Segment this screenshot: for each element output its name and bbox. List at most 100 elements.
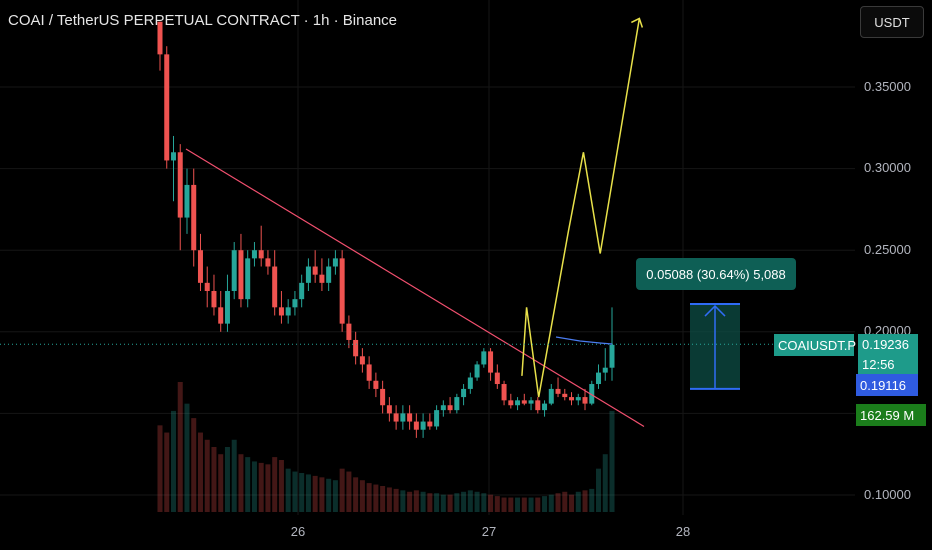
volume-bar [609,410,615,512]
y-axis-label: 0.25000 [864,242,911,257]
candle-body [474,364,480,378]
candle-body [515,400,521,406]
volume-bar [589,488,595,512]
measure-label: 0.05088 (30.64%) 5,088 [636,258,796,290]
candle-body [609,344,615,368]
grid-lines [0,0,855,515]
volume-bar [380,486,386,512]
candle-body [440,405,446,411]
volume-bar [393,488,399,512]
measure-arrow-head [704,304,726,317]
symbol-tag: COAIUSDT.P [774,334,856,356]
volume-bar [332,480,338,512]
candle-body [285,307,291,316]
volume-bar [474,491,480,512]
volume-bar [366,483,372,512]
volume-bar [434,493,440,512]
measure-range-tool[interactable] [690,303,740,390]
candle-body [211,291,217,308]
candle-body [332,258,338,267]
candle-body [427,421,433,427]
volume-bar [596,468,602,512]
trendline[interactable] [185,148,645,427]
volume-bar [245,457,251,512]
candle-body [380,388,386,406]
candle-body [508,400,514,406]
volume-bar [413,490,419,512]
volume-bar [582,490,588,512]
volume-bar [535,497,541,512]
y-axis-label: 0.35000 [864,79,911,94]
volume-bar [177,382,183,512]
volume-bar [562,491,568,512]
volume-bar [231,439,237,512]
candle-body [157,21,163,55]
volume-bar [467,490,473,512]
volume-bar [400,490,406,512]
candle-body [589,384,595,404]
chart-title: COAI / TetherUS PERPETUAL CONTRACT · 1h … [8,12,398,29]
volume-bar [265,464,271,512]
volume-bar [488,494,494,512]
candle-body [312,266,318,275]
candle-body [265,258,271,267]
candle-body [400,413,406,422]
candle-body [353,339,359,357]
candle-body [224,291,230,324]
candle-body [420,421,426,430]
candle-body [177,152,183,218]
projection-path[interactable] [521,18,641,398]
volume-bar [359,480,365,512]
volume-bar [305,474,311,512]
volume-bar [191,418,197,512]
volume-bar [346,471,352,512]
candle-body [494,372,500,385]
volume-bar [204,439,210,512]
volume-bar [170,410,176,512]
candle-body [373,380,379,389]
volume-bar [197,432,203,512]
blue-curve [555,336,613,345]
candle-body [467,377,473,389]
volume-bars [157,382,615,512]
volume-bar [319,477,325,512]
volume-bar [555,493,561,512]
candle-body [292,299,298,308]
candle-body [164,54,170,161]
volume-bar [461,491,467,512]
candle-body [238,250,244,300]
volume-bar [184,403,190,512]
candle-body [305,266,311,283]
candle-body [528,400,534,404]
candle-body [548,388,554,404]
candle-body [407,413,413,422]
line-price-tag: 0.19116 [856,374,918,396]
candle-body [258,250,264,259]
candle-body [386,405,392,414]
candle-body [393,413,399,422]
volume-bar [575,491,581,512]
volume-bar [299,473,305,512]
candle-body [461,388,467,398]
currency-unit-button[interactable]: USDT [860,6,924,38]
candle-body [272,266,278,308]
candle-body [326,266,332,283]
volume-bar [258,462,264,512]
candle-body [434,410,440,427]
candle-body [245,258,251,300]
volume-bar [454,493,460,512]
volume-bar [373,484,379,512]
candle-body [521,400,527,404]
volume-bar [211,447,217,512]
candlesticks [157,21,615,438]
candle-body [299,282,305,300]
volume-bar [339,468,345,512]
volume-bar [494,496,500,512]
candle-body [359,356,365,365]
candle-body [191,184,197,251]
volume-bar [251,461,257,512]
volume-bar [218,454,224,512]
x-axis-label: 26 [290,524,306,539]
volume-bar [440,494,446,512]
